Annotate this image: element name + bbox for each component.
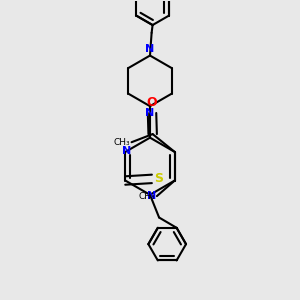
Text: N: N — [122, 146, 131, 156]
Text: CH₃: CH₃ — [114, 138, 130, 147]
Text: CH₃: CH₃ — [139, 192, 156, 201]
Text: N: N — [146, 108, 154, 118]
Text: N: N — [147, 191, 156, 201]
Text: O: O — [147, 96, 157, 109]
Text: S: S — [154, 172, 163, 185]
Text: N: N — [146, 44, 154, 54]
